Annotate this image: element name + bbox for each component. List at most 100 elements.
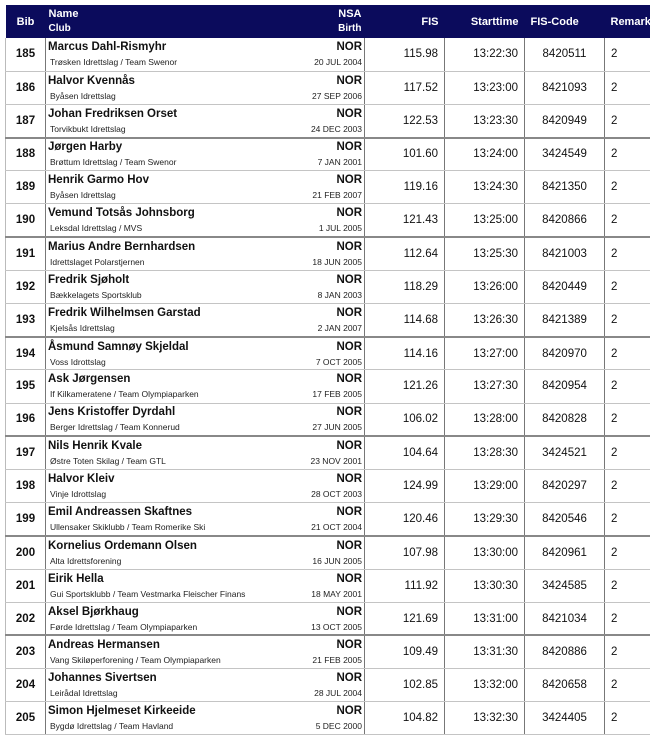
start-list-table: Bib Name NSA Club Birth FIS Starttime FIS-… — [5, 5, 650, 736]
starttime-cell: 13:25:30 — [444, 237, 525, 271]
starttime-cell: 13:30:00 — [444, 535, 525, 570]
birth-date: 18 JUN 2005 — [312, 256, 362, 267]
club-name: Leirådal Idrettslag — [50, 688, 118, 699]
table-row: 190 Vemund Totsås Johnsborg NOR Leksdal Idr… — [5, 203, 650, 239]
fis-code-cell: 8421350 — [524, 170, 605, 205]
remarks-cell: 2 — [604, 303, 650, 338]
birth-date: 24 DEC 2003 — [310, 123, 362, 134]
table-row: 196 Jens Kristoffer Dyrdahl NOR Berger Idre… — [5, 403, 650, 438]
athlete-cell: Marcus Dahl-Rismyhr NOR Trøsken Idrettslag… — [45, 38, 365, 72]
club-name: Kjelsås Idrettslag — [50, 322, 115, 333]
athlete-name: Emil Andreassen Skaftnes — [48, 505, 193, 518]
starttime-cell: 13:27:00 — [444, 336, 525, 371]
club-name: Vang Skiløperforening / Team Olympiapark… — [50, 655, 221, 666]
remarks-cell: 2 — [604, 668, 650, 703]
birth-date: 21 FEB 2005 — [312, 655, 362, 666]
remarks-cell: 2 — [604, 635, 650, 670]
athlete-name: Marius Andre Bernhardsen — [48, 240, 196, 253]
table-row: 202 Aksel Bjørkhaug NOR Førde Idrettslag / … — [5, 602, 650, 637]
club-name: Alta Idrettsforening — [50, 555, 122, 566]
header-fis: FIS — [364, 5, 445, 38]
remarks-cell: 2 — [604, 569, 650, 603]
table-body: 185 Marcus Dahl-Rismyhr NOR Trøsken Idretts… — [5, 38, 650, 736]
fis-code-cell: 8421003 — [524, 237, 605, 271]
table-row: 189 Henrik Garmo Hov NOR Byåsen Idrettslag 2… — [5, 170, 650, 205]
fis-code-cell: 8420949 — [524, 104, 605, 139]
remarks-cell: 2 — [604, 502, 650, 537]
starttime-cell: 13:32:30 — [444, 701, 525, 736]
fis-code-cell: 8420961 — [524, 535, 605, 570]
athlete-name: Marcus Dahl-Rismyhr — [48, 41, 167, 54]
table-row: 203 Andreas Hermansen NOR Vang Skiløperfore… — [5, 635, 650, 670]
club-name: Torvikbukt Idrettslag — [50, 123, 126, 134]
nsa-code: NOR — [336, 306, 362, 319]
fis-points-cell: 107.98 — [364, 535, 445, 570]
remarks-cell: 2 — [604, 369, 650, 404]
fis-code-cell: 3424405 — [524, 701, 605, 736]
birth-date: 20 JUL 2004 — [314, 57, 362, 68]
remarks-cell: 2 — [604, 137, 650, 172]
nsa-code: NOR — [336, 240, 362, 253]
header-birth: Birth — [338, 23, 362, 34]
nsa-code: NOR — [336, 406, 362, 419]
header-bib: Bib — [5, 5, 46, 38]
bib-cell: 189 — [5, 170, 46, 205]
club-name: Berger Idrettslag / Team Konnerud — [50, 422, 180, 433]
fis-code-cell: 8420954 — [524, 369, 605, 404]
club-name: Leksdal Idrettslag / MVS — [50, 223, 143, 234]
starttime-cell: 13:28:00 — [444, 403, 525, 438]
birth-date: 21 OCT 2004 — [311, 521, 362, 532]
starttime-cell: 13:29:30 — [444, 502, 525, 537]
athlete-name: Fredrik Sjøholt — [48, 273, 130, 286]
table-row: 194 Åsmund Samnøy Skjeldal NOR Voss Idrotts… — [5, 336, 650, 371]
bib-cell: 199 — [5, 502, 46, 537]
athlete-cell: Halvor Kleiv NOR Vinje Idrottslag 28 OCT 20… — [45, 469, 365, 504]
header-name-club: Name NSA Club Birth — [45, 5, 365, 38]
athlete-cell: Eirik Hella NOR Gui Sportsklubb / Team Ves… — [45, 569, 365, 603]
remarks-cell: 2 — [604, 336, 650, 371]
birth-date: 27 JUN 2005 — [312, 422, 362, 433]
athlete-cell: Ask Jørgensen NOR If Kilkameratene / Team … — [45, 369, 365, 404]
athlete-cell: Vemund Totsås Johnsborg NOR Leksdal Idrett… — [45, 203, 365, 239]
nsa-code: NOR — [336, 505, 362, 518]
fis-code-cell: 8421389 — [524, 303, 605, 338]
athlete-cell: Johan Fredriksen Orset NOR Torvikbukt Idre… — [45, 104, 365, 139]
remarks-cell: 2 — [604, 403, 650, 438]
starttime-cell: 13:25:00 — [444, 203, 525, 239]
starttime-cell: 13:26:30 — [444, 303, 525, 338]
fis-code-cell: 8420546 — [524, 502, 605, 537]
remarks-cell: 2 — [604, 203, 650, 239]
table-row: 191 Marius Andre Bernhardsen NOR Idrettslag… — [5, 237, 650, 271]
birth-date: 1 JUL 2005 — [318, 223, 362, 234]
bib-cell: 188 — [5, 137, 46, 172]
nsa-code: NOR — [336, 107, 362, 120]
remarks-cell: 2 — [604, 602, 650, 637]
birth-date: 5 DEC 2000 — [315, 721, 362, 732]
birth-date: 16 JUN 2005 — [312, 555, 362, 566]
club-name: Vinje Idrottslag — [50, 489, 107, 500]
birth-date: 28 JUL 2004 — [314, 688, 362, 699]
fis-points-cell: 106.02 — [364, 403, 445, 438]
bib-cell: 185 — [5, 38, 46, 72]
athlete-name: Jørgen Harby — [48, 141, 123, 154]
athlete-name: Johannes Sivertsen — [48, 672, 157, 685]
bib-cell: 198 — [5, 469, 46, 504]
remarks-cell: 2 — [604, 436, 650, 470]
starttime-cell: 13:32:00 — [444, 668, 525, 703]
athlete-cell: Halvor Kvennås NOR Byåsen Idrettslag 27 SEP… — [45, 71, 365, 105]
table-row: 186 Halvor Kvennås NOR Byåsen Idrettslag 27 … — [5, 71, 650, 105]
fis-code-cell: 8420658 — [524, 668, 605, 703]
table-row: 197 Nils Henrik Kvale NOR Østre Toten Skila… — [5, 436, 650, 470]
birth-date: 18 MAY 2001 — [311, 588, 362, 599]
remarks-cell: 2 — [604, 170, 650, 205]
athlete-cell: Åsmund Samnøy Skjeldal NOR Voss Idrottslag… — [45, 336, 365, 371]
fis-points-cell: 124.99 — [364, 469, 445, 504]
bib-cell: 186 — [5, 71, 46, 105]
athlete-cell: Nils Henrik Kvale NOR Østre Toten Skilag /… — [45, 436, 365, 470]
birth-date: 21 FEB 2007 — [312, 190, 362, 201]
bib-cell: 204 — [5, 668, 46, 703]
bib-cell: 187 — [5, 104, 46, 139]
table-row: 192 Fredrik Sjøholt NOR Bækkelagets Sportsk… — [5, 270, 650, 305]
fis-points-cell: 104.82 — [364, 701, 445, 736]
athlete-cell: Henrik Garmo Hov NOR Byåsen Idrettslag 21 F… — [45, 170, 365, 205]
